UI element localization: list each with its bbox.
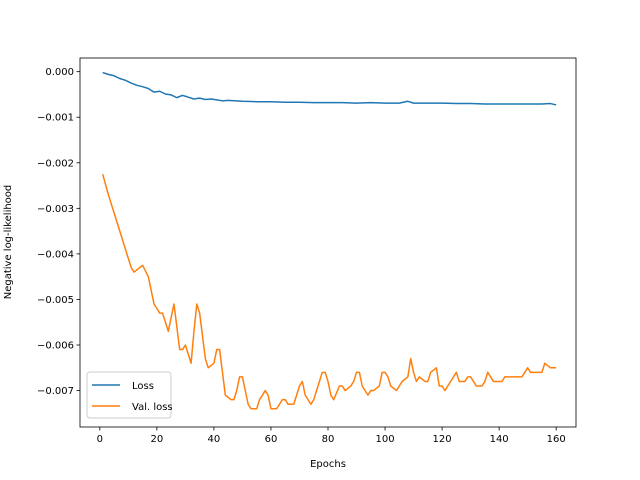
x-tick-label: 140: [490, 434, 509, 445]
legend-label-val-loss: Val. loss: [132, 402, 173, 413]
y-tick-label: −0.004: [37, 249, 74, 260]
series-line-val-loss: [101, 173, 557, 410]
series-line-loss: [102, 71, 557, 106]
y-tick-label: −0.006: [37, 341, 74, 352]
y-tick-label: −0.005: [37, 295, 74, 306]
x-tick-label: 80: [322, 434, 335, 445]
x-tick-label: 60: [265, 434, 278, 445]
series-layer: [101, 71, 557, 410]
x-axis-label: Epochs: [310, 459, 346, 470]
x-tick-label: 120: [433, 434, 452, 445]
y-tick-label: −0.007: [37, 386, 74, 397]
x-tick-label: 100: [375, 434, 394, 445]
legend: Loss Val. loss: [86, 371, 173, 419]
x-tick-label: 40: [208, 434, 221, 445]
y-tick-label: −0.002: [37, 158, 74, 169]
y-tick-label: −0.001: [37, 113, 74, 124]
x-tick-label: 0: [97, 434, 103, 445]
y-axis-label: Negative log-likelihood: [3, 185, 14, 300]
x-axis-ticks: 0 20 40 60 80 100 120 140 160: [97, 427, 566, 445]
x-tick-label: 160: [547, 434, 566, 445]
legend-label-loss: Loss: [132, 381, 154, 392]
x-tick-label: 20: [150, 434, 163, 445]
y-tick-label: 0.000: [45, 67, 74, 78]
y-axis-ticks: 0.000 −0.001 −0.002 −0.003 −0.004 −0.005 −0.00…: [37, 67, 80, 397]
y-tick-label: −0.003: [37, 204, 74, 215]
